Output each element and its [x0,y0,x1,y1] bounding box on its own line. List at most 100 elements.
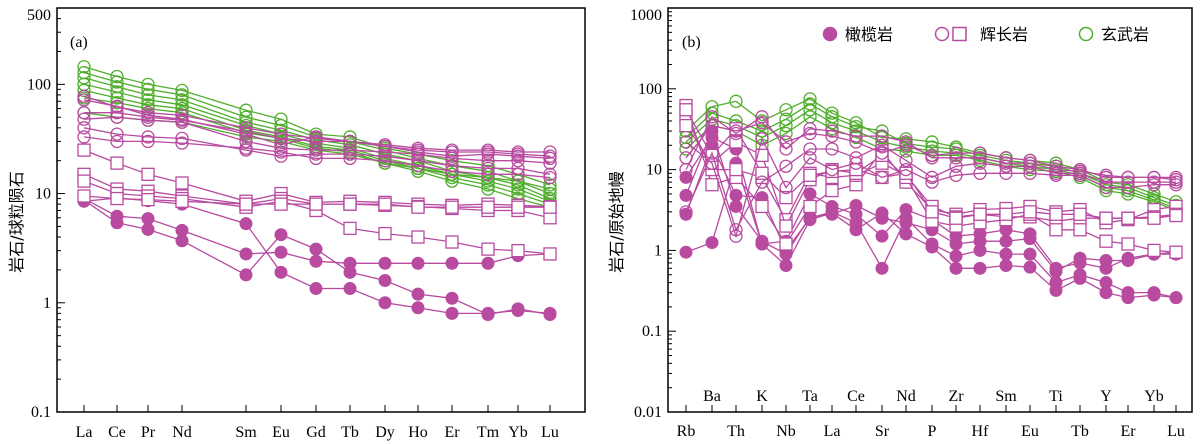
x-tick-label: La [824,423,841,440]
data-point [899,216,913,230]
data-point [481,256,495,270]
data-point [779,237,793,251]
data-point [141,93,155,107]
data-point [679,205,693,219]
data-point [445,235,459,249]
data-point [949,261,963,275]
legend-open-circle-marker [934,26,950,42]
data-point [411,301,425,315]
data-point [679,103,693,117]
data-point [274,145,288,159]
data-point [239,197,253,211]
data-point [141,106,155,120]
data-point [803,122,817,136]
data-point [511,145,525,159]
data-point [973,166,987,180]
data-point [239,134,253,149]
data-point [1073,223,1087,237]
data-point [378,154,392,168]
data-point [309,254,323,268]
data-point [343,134,357,149]
data-point [899,153,913,168]
x-tick-label: Er [1120,423,1136,440]
y-tick-label: 500 [27,7,51,24]
data-point [343,197,357,211]
x-tick-label: La [76,424,93,441]
data-point [378,273,392,287]
data-point [779,180,793,195]
data-point [1023,205,1037,219]
data-point [141,77,155,91]
series-10 [77,130,557,185]
data-point [679,135,693,149]
data-point [825,162,839,177]
data-point [445,167,459,181]
data-point [175,88,189,102]
data-point [77,71,91,85]
data-point [110,191,124,206]
x-tick-label: Ta [802,388,818,405]
data-point [875,229,889,243]
data-point [825,142,839,156]
x-tick-label: Sm [995,388,1017,405]
data-point [445,174,459,188]
data-point [779,142,793,156]
data-point [1147,170,1161,185]
data-point [705,118,719,133]
data-point [141,113,155,127]
panel-b-ticks: 1000 100 10 1 0.1 0.01 Rb Ba Th K Nb Ta La Ce Sr Nd P Zr H… [630,7,1185,440]
series-1 [77,193,557,322]
data-point [411,200,425,214]
y-tick-label: 0.1 [642,323,662,340]
data-point [239,141,253,155]
data-point [679,188,693,202]
data-point [925,205,939,219]
data-point [925,237,939,251]
data-point [175,93,189,107]
data-point [1049,276,1063,290]
data-point [274,131,288,146]
data-point [481,154,495,168]
data-point [175,108,189,123]
data-point [274,127,288,141]
data-point [779,259,793,273]
data-point [110,80,124,94]
data-point [543,306,557,320]
x-tick-label: Tb [1071,423,1089,440]
data-point [973,227,987,241]
data-point [1049,261,1063,275]
x-tick-label: Ho [408,424,428,441]
data-point [175,83,189,98]
data-point [1073,268,1087,282]
x-tick-label: Gd [306,424,326,441]
data-point [1073,164,1087,179]
data-point [543,247,557,261]
y-tick-label: 100 [638,81,662,98]
data-point [729,223,743,237]
x-tick-label: Nb [776,423,796,440]
series-line [685,137,1176,239]
data-point [343,151,357,166]
data-point [141,88,155,102]
data-point [1023,247,1037,261]
x-tick-label: Eu [272,424,290,441]
data-point [175,113,189,127]
series-line [685,144,1176,232]
data-point [925,140,939,154]
data-point [239,124,253,139]
data-point [949,168,963,182]
data-point [511,244,525,258]
data-point [511,167,525,181]
x-tick-label: Lu [541,424,559,441]
data-point [77,130,91,144]
x-tick-label: P [928,423,937,440]
data-point [343,265,357,279]
data-point [1121,286,1135,300]
data-point [274,123,288,137]
x-tick-label: Lu [1167,423,1185,440]
x-tick-label: Pr [141,424,156,441]
data-point [411,287,425,301]
data-point [77,189,91,203]
data-point [481,174,495,188]
data-point [274,141,288,155]
